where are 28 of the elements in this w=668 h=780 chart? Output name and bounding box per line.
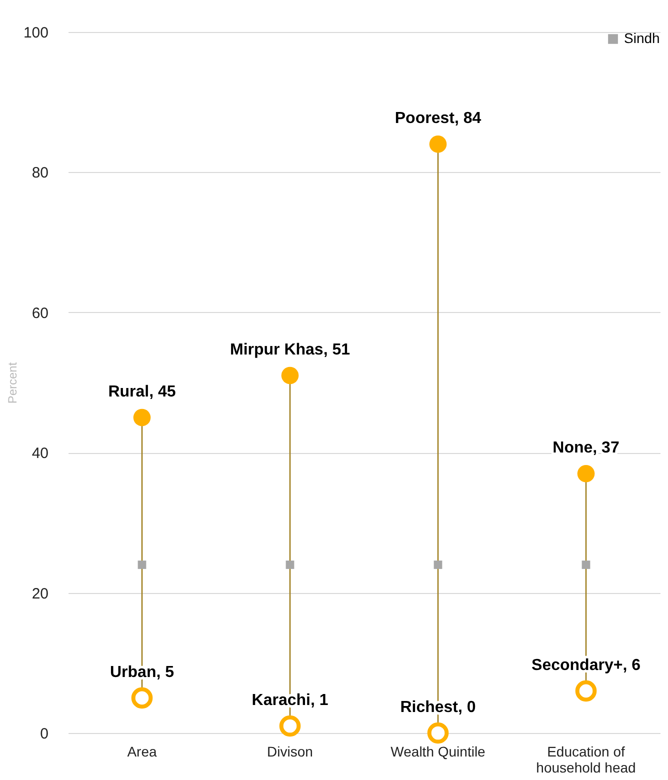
data-label: Rural, 45	[108, 384, 176, 401]
x-tick-label: Education of household head	[536, 744, 636, 776]
data-label: Mirpur Khas, 51	[230, 341, 350, 358]
point	[133, 408, 151, 426]
point	[281, 366, 299, 384]
data-label: Poorest, 84	[394, 110, 482, 128]
x-tick-label: Area	[127, 744, 157, 760]
y-tick-label: 0	[40, 726, 48, 742]
y-tick-label: 100	[23, 24, 48, 42]
point	[286, 560, 294, 569]
data-label: None, 37	[552, 440, 620, 457]
y-tick-label: 40	[32, 445, 48, 462]
point	[582, 560, 590, 569]
x-tick-label: Wealth Quintile	[390, 744, 486, 760]
point	[577, 464, 595, 482]
y-tick-label: 80	[32, 164, 48, 182]
x-tick-label: Divison	[267, 744, 313, 760]
point	[131, 687, 153, 709]
y-tick-label: 60	[32, 304, 48, 322]
point	[429, 136, 447, 153]
legend-label: Sindh	[624, 30, 660, 46]
point	[279, 715, 301, 737]
y-axis-title: Percent	[5, 362, 20, 404]
point	[575, 680, 597, 702]
point	[138, 560, 146, 569]
y-tick-label: 20	[32, 585, 48, 602]
point	[434, 560, 442, 569]
point	[427, 722, 449, 744]
